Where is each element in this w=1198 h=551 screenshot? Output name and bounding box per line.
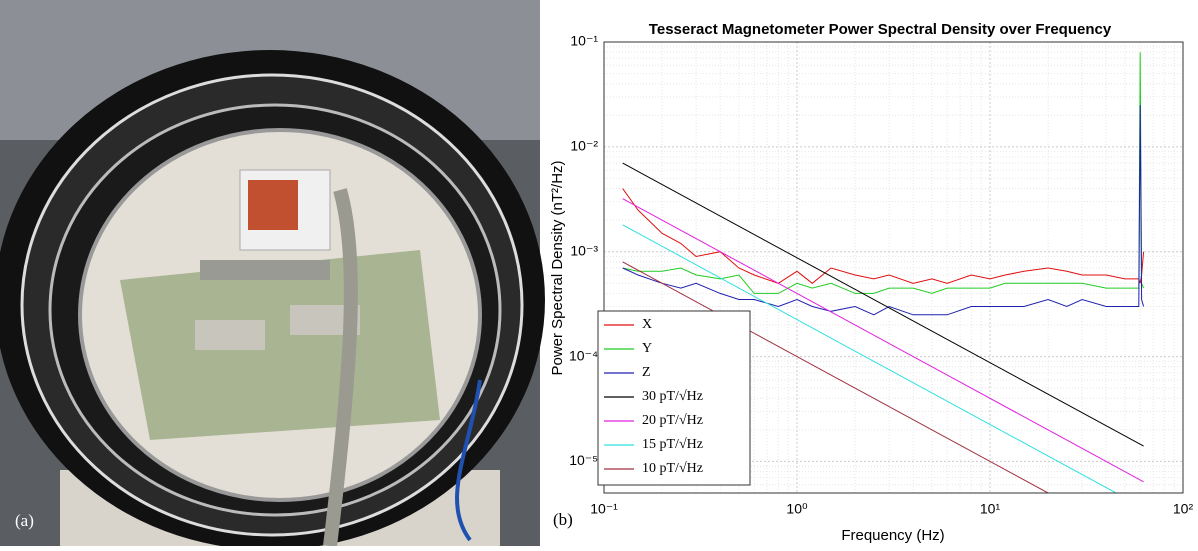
y-tick-label: 10⁻³ <box>570 242 598 258</box>
legend-label: X <box>642 317 652 332</box>
photo: (a) <box>0 0 545 550</box>
plot-frame <box>603 41 1184 494</box>
y-tick-label: 10⁻² <box>570 138 598 154</box>
x-tick-label: 10⁻¹ <box>590 501 618 517</box>
legend-label: Y <box>642 341 652 356</box>
series-line <box>622 224 1117 493</box>
x-axis-label: Frequency (Hz) <box>841 527 944 544</box>
plot-lines <box>622 52 1145 493</box>
series-line <box>622 52 1145 294</box>
y-tick-label: 10⁻⁴ <box>569 347 598 363</box>
legend-box <box>597 310 751 486</box>
series-line <box>622 105 1145 316</box>
panel-label: (b) <box>553 510 573 529</box>
x-tick-label: 10² <box>1173 501 1194 517</box>
legend-label: 10 pT/√Hz <box>642 461 703 476</box>
series-line <box>622 261 1049 493</box>
legend-label: 20 pT/√Hz <box>642 413 703 428</box>
y-tick-label: 10⁻¹ <box>570 33 598 49</box>
series-line <box>622 162 1144 447</box>
legend-label: 30 pT/√Hz <box>642 389 703 404</box>
y-tick-label: 10⁻⁵ <box>569 452 598 468</box>
x-tick-label: 10¹ <box>980 501 1001 517</box>
legend-label: 15 pT/√Hz <box>642 437 703 452</box>
x-tick-label: 10⁰ <box>786 501 808 517</box>
y-axis-label: Power Spectral Density (nT²/Hz) <box>549 160 566 375</box>
chart-title: Tesseract Magnetometer Power Spectral De… <box>649 21 1112 38</box>
series-line <box>622 198 1144 483</box>
legend-label: Z <box>642 365 651 380</box>
panel-label: (a) <box>15 511 34 530</box>
